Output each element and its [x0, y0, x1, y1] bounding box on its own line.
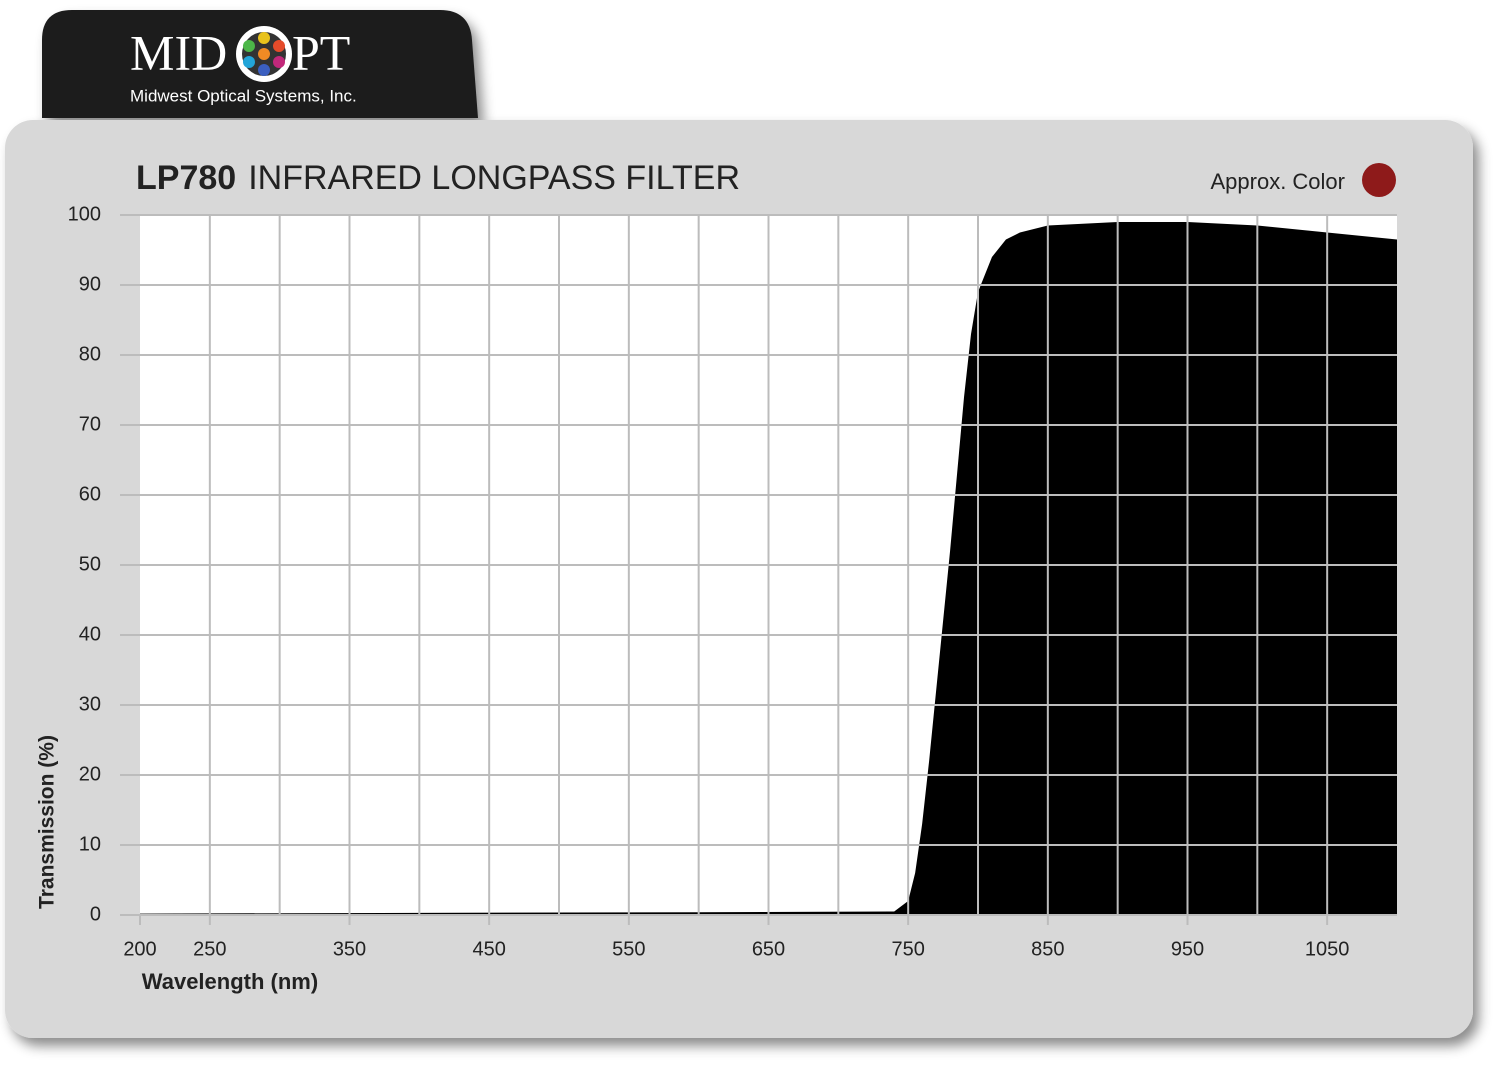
- x-tick-label: 1050: [1305, 938, 1350, 960]
- y-tick-label: 90: [79, 273, 101, 295]
- chart-model: LP780: [136, 159, 236, 197]
- y-tick-label: 80: [79, 343, 101, 365]
- x-tick-label: 200: [123, 938, 156, 960]
- logo-subtitle: Midwest Optical Systems, Inc.: [130, 86, 357, 105]
- x-tick-label: 850: [1031, 938, 1064, 960]
- y-axis-label: Transmission (%): [36, 735, 59, 909]
- x-axis-label: Wavelength (nm): [142, 969, 318, 994]
- logo-icon: [236, 26, 292, 82]
- y-tick-label: 70: [79, 413, 101, 435]
- y-tick-label: 50: [79, 553, 101, 575]
- x-tick-label: 550: [612, 938, 645, 960]
- y-tick-label: 100: [68, 203, 101, 225]
- x-tick-label: 650: [752, 938, 785, 960]
- logo-text: PT: [292, 24, 350, 80]
- chart-title: INFRARED LONGPASS FILTER: [248, 159, 740, 197]
- y-tick-label: 40: [79, 623, 101, 645]
- x-tick-label: 350: [333, 938, 366, 960]
- y-tick-label: 0: [90, 903, 101, 925]
- x-tick-label: 750: [891, 938, 924, 960]
- logo-text: MID: [130, 24, 227, 80]
- y-tick-label: 30: [79, 693, 101, 715]
- x-tick-label: 950: [1171, 938, 1204, 960]
- area: [140, 222, 1397, 915]
- y-tick-label: 60: [79, 483, 101, 505]
- x-tick-label: 450: [472, 938, 505, 960]
- approx-color-label: Approx. Color: [1210, 169, 1345, 194]
- x-tick-label: 250: [193, 938, 226, 960]
- y-tick-label: 10: [79, 833, 101, 855]
- y-tick-label: 20: [79, 763, 101, 785]
- approx-color-swatch: [1362, 163, 1396, 197]
